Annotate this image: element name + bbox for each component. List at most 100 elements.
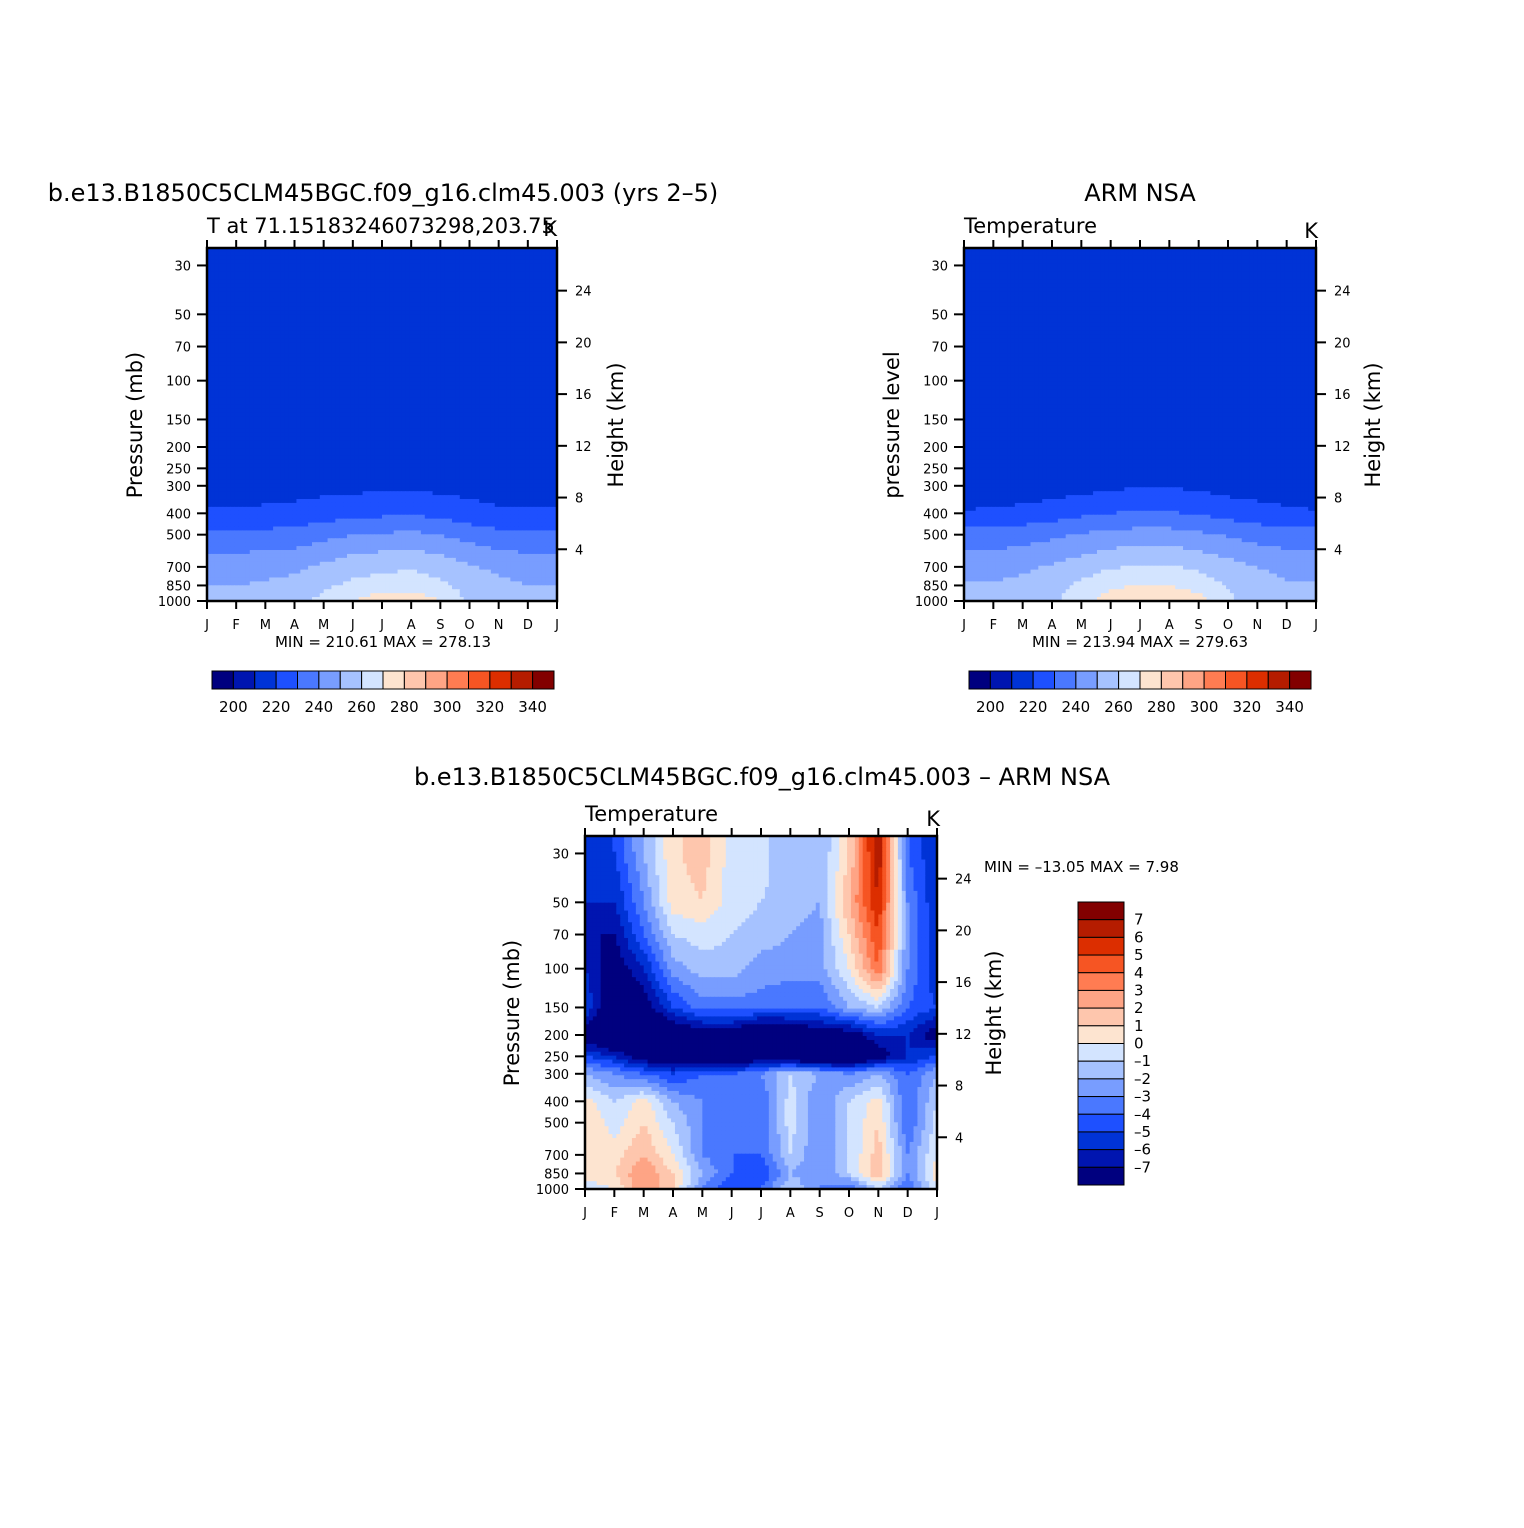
contour-cell: [444, 436, 449, 441]
contour-cell: [440, 330, 445, 335]
contour-cell: [452, 298, 457, 304]
contour-cell: [518, 412, 523, 418]
contour-cell: [444, 314, 449, 320]
contour-cell: [428, 275, 434, 280]
contour-cell: [277, 255, 282, 261]
contour-cell: [347, 459, 352, 465]
contour-cell: [529, 338, 535, 343]
contour-cell: [490, 381, 496, 386]
contour-cell: [347, 259, 352, 265]
contour-cell: [230, 302, 235, 308]
contour-cell: [222, 267, 228, 273]
contour-cell: [249, 334, 255, 339]
contour-cell: [354, 428, 360, 433]
contour-cell: [483, 451, 488, 457]
contour-cell: [452, 287, 457, 292]
contour-cell: [265, 279, 270, 284]
contour-cell: [370, 377, 375, 382]
contour-cell: [436, 283, 441, 288]
contour-cell: [238, 455, 243, 461]
contour-cell: [502, 459, 508, 465]
contour-cell: [269, 326, 274, 331]
contour-cell: [242, 404, 247, 410]
contour-cell: [417, 259, 422, 265]
contour-cell: [420, 330, 426, 335]
contour-cell: [397, 444, 403, 449]
contour-cell: [397, 342, 403, 347]
contour-cell: [327, 428, 333, 433]
contour-cell: [420, 338, 426, 343]
contour-cell: [502, 416, 508, 422]
contour-cell: [350, 451, 356, 457]
contour-cell: [397, 248, 403, 253]
contour-cell: [409, 318, 414, 324]
contour-cell: [253, 451, 259, 457]
contour-cell: [545, 381, 550, 386]
contour-cell: [463, 346, 469, 351]
contour-cell: [502, 267, 508, 273]
contour-cell: [304, 295, 309, 300]
contour-cell: [428, 361, 434, 367]
contour-cell: [553, 448, 558, 453]
contour-cell: [339, 451, 344, 457]
contour-cell: [518, 451, 523, 457]
contour-cell: [354, 412, 360, 418]
contour-cell: [292, 334, 298, 339]
contour-cell: [549, 459, 554, 465]
contour-cell: [382, 330, 387, 335]
contour-cell: [323, 440, 329, 445]
contour-cell: [230, 342, 235, 347]
contour-cell: [257, 385, 263, 390]
contour-cell: [432, 251, 438, 257]
contour-cell: [498, 263, 504, 269]
contour-cell: [409, 338, 414, 343]
contour-cell: [280, 318, 286, 324]
contour-cell: [502, 346, 508, 351]
contour-cell: [207, 373, 212, 379]
contour-cell: [234, 393, 239, 398]
contour-cell: [378, 346, 383, 351]
contour-cell: [510, 393, 515, 398]
contour-cell: [304, 342, 309, 347]
contour-cell: [541, 432, 546, 437]
contour-cell: [424, 295, 430, 300]
contour-cell: [537, 432, 543, 437]
contour-cell: [529, 369, 535, 375]
contour-cell: [397, 259, 403, 265]
contour-cell: [378, 440, 383, 445]
contour-cell: [467, 397, 473, 402]
contour-cell: [319, 251, 325, 257]
contour-cell: [525, 440, 531, 445]
contour-cell: [417, 322, 422, 328]
contour-cell: [222, 455, 228, 461]
contour-cell: [448, 408, 453, 414]
contour-cell: [483, 436, 488, 441]
contour-cell: [273, 310, 278, 316]
contour-cell: [366, 369, 371, 375]
contour-cell: [370, 357, 375, 363]
contour-cell: [490, 310, 496, 316]
contour-cell: [315, 393, 321, 398]
contour-cell: [335, 444, 340, 449]
contour-cell: [210, 459, 216, 465]
contour-cell: [245, 365, 251, 371]
contour-cell: [455, 287, 461, 292]
contour-cell: [440, 451, 445, 457]
contour-cell: [459, 381, 465, 386]
contour-cell: [339, 279, 344, 284]
contour-cell: [514, 326, 519, 331]
contour-cell: [312, 310, 317, 316]
contour-cell: [277, 428, 282, 433]
contour-cell: [210, 306, 216, 312]
contour-cell: [490, 275, 496, 280]
contour-cell: [537, 444, 543, 449]
contour-cell: [467, 416, 473, 422]
contour-cell: [541, 255, 546, 261]
contour-cell: [385, 377, 391, 382]
contour-cell: [370, 444, 375, 449]
contour-cell: [455, 342, 461, 347]
contour-cell: [374, 404, 379, 410]
contour-cell: [238, 330, 243, 335]
contour-cell: [409, 349, 414, 355]
contour-cell: [525, 416, 531, 422]
